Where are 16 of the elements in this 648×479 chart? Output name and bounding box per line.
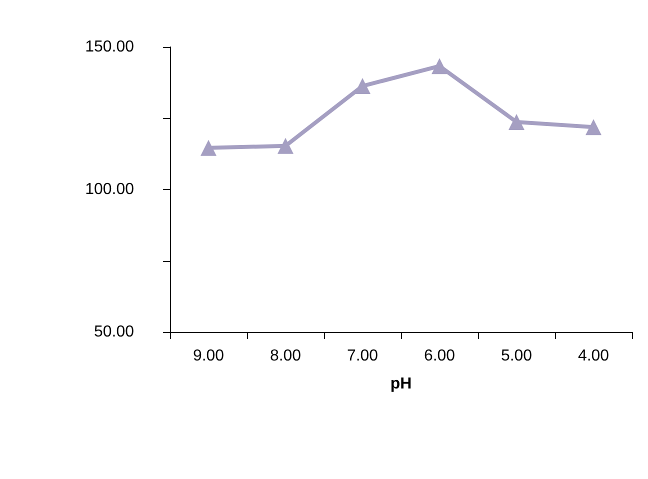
point xyxy=(586,119,602,136)
x-tick-label: 8.00 xyxy=(270,348,302,364)
x-tick-label: 4.00 xyxy=(578,348,610,364)
y-tick-label: 150.00 xyxy=(85,38,134,56)
x-axis-title: pH xyxy=(390,376,412,392)
point xyxy=(432,58,448,74)
y-tick-label: 100.00 xyxy=(85,181,134,198)
point xyxy=(354,78,370,94)
point xyxy=(508,114,524,130)
x-tick-label: 6.00 xyxy=(424,348,456,364)
x-tick-label: 9.00 xyxy=(192,348,224,364)
y-tick-label: 50.00 xyxy=(94,324,134,340)
point xyxy=(278,138,294,154)
x-tick-label: 5.00 xyxy=(500,348,532,364)
point xyxy=(200,140,216,156)
x-tick-label: 7.00 xyxy=(346,348,378,364)
